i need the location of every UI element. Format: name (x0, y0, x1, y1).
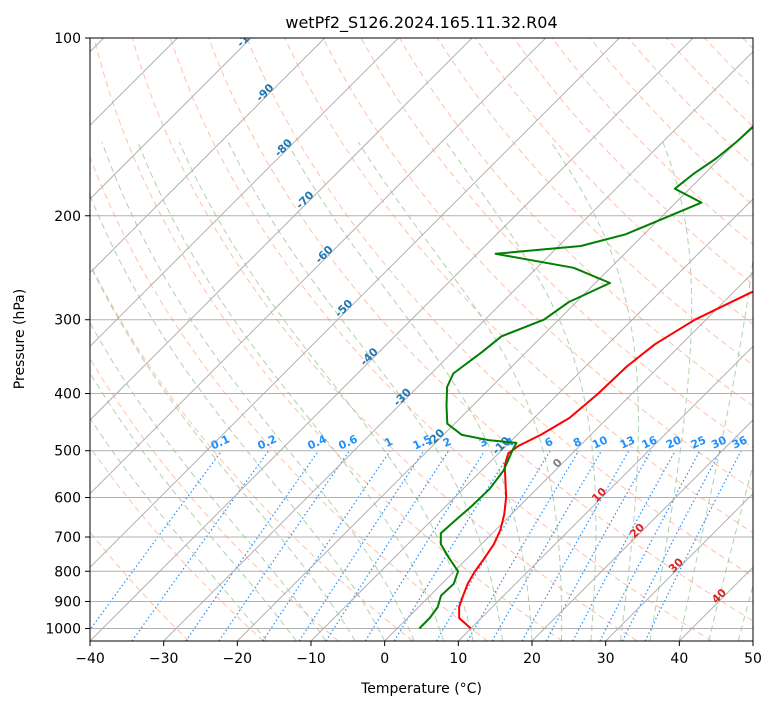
y-tick-label: 400 (54, 387, 81, 403)
x-axis-title: Temperature (°C) (360, 681, 482, 697)
x-tick-label: 40 (670, 651, 688, 667)
y-tick-label: 600 (54, 490, 81, 506)
x-tick-label: −40 (75, 651, 105, 667)
y-tick-label: 100 (54, 31, 81, 47)
x-tick-label: 50 (744, 651, 762, 667)
y-axis-title: Pressure (hPa) (12, 289, 28, 389)
x-tick-label: 10 (449, 651, 467, 667)
x-tick-label: −30 (149, 651, 179, 667)
x-tick-label: 0 (380, 651, 389, 667)
y-tick-label: 1000 (45, 621, 81, 637)
y-tick-label: 300 (54, 313, 81, 329)
x-tick-label: 20 (523, 651, 541, 667)
y-tick-label: 900 (54, 594, 81, 610)
y-tick-label: 700 (54, 530, 81, 546)
y-tick-label: 800 (54, 564, 81, 580)
chart-title: wetPf2_S126.2024.165.11.32.R04 (285, 13, 557, 33)
y-tick-label: 200 (54, 209, 81, 225)
x-tick-label: 30 (597, 651, 615, 667)
x-tick-label: −10 (296, 651, 326, 667)
y-tick-label: 500 (54, 444, 81, 460)
x-tick-label: −20 (223, 651, 253, 667)
